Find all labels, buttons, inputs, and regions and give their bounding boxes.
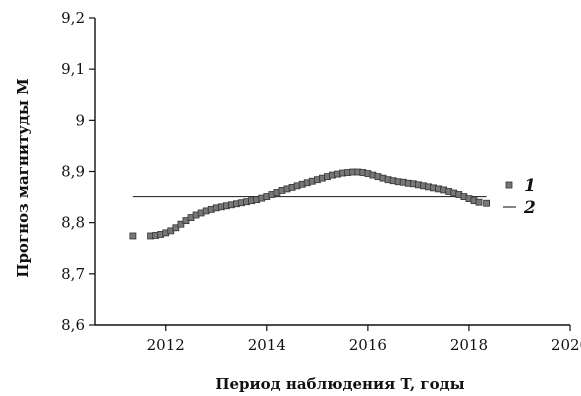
legend-marker-1 (505, 181, 513, 189)
y-ticks: 8,6 8,7 8,8 8,9 9 9,1 9,2 (61, 9, 95, 334)
data-point (129, 232, 137, 240)
data-point (483, 199, 491, 207)
x-tick-label: 2012 (147, 336, 185, 354)
data-point (475, 198, 483, 206)
legend-label-2: 2 (523, 198, 536, 218)
legend-label-1: 1 (524, 176, 536, 196)
plot-area: 8,6 8,7 8,8 8,9 9 9,1 9,2 2012 2014 2016 2018 2020 (61, 9, 581, 354)
y-tick-label: 8,6 (61, 316, 85, 334)
y-tick-label: 9 (75, 111, 85, 129)
y-tick-label: 8,7 (61, 265, 85, 283)
y-tick-label: 8,9 (61, 163, 85, 181)
y-tick-label: 9,1 (61, 60, 85, 78)
series-1-points (129, 168, 491, 240)
data-point (177, 220, 185, 228)
x-tick-label: 2018 (450, 336, 488, 354)
y-tick-label: 8,8 (61, 214, 85, 232)
x-tick-label: 2014 (248, 336, 286, 354)
y-axis-title: Прогноз магнитуды M (14, 78, 32, 277)
x-tick-label: 2020 (551, 336, 581, 354)
y-tick-label: 9,2 (61, 9, 85, 27)
x-tick-label: 2016 (349, 336, 387, 354)
x-axis-title: Период наблюдения T, годы (215, 375, 464, 393)
data-point (172, 224, 180, 232)
x-ticks: 2012 2014 2016 2018 2020 (147, 325, 581, 354)
legend: 1 2 (503, 176, 536, 218)
